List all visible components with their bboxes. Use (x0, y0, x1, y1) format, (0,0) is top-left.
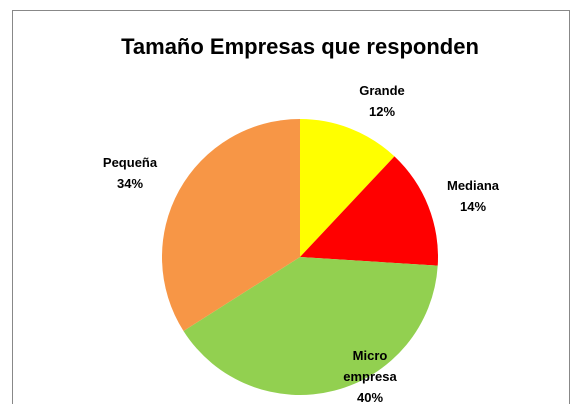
value-label: 34% (116, 176, 144, 191)
slice-label: Micro empresa 40% (335, 345, 405, 404)
slice-label: Grande 12% (342, 80, 422, 122)
pie-slice (300, 156, 438, 266)
category-label: Micro empresa (343, 348, 397, 384)
category-label: Mediana (446, 178, 499, 193)
chart-title: Tamaño Empresas que responden (121, 34, 479, 59)
value-label: 12% (368, 104, 396, 119)
category-label: Pequeña (102, 155, 158, 170)
value-label: 14% (459, 199, 487, 214)
pie-slice (161, 119, 300, 331)
pie-slice (183, 257, 438, 395)
slice-label: Pequeña 34% (90, 152, 170, 194)
value-label: 40% (356, 390, 384, 404)
category-label: Grande (359, 83, 405, 98)
pie-slice (300, 119, 395, 257)
slice-label: Mediana 14% (433, 175, 513, 217)
